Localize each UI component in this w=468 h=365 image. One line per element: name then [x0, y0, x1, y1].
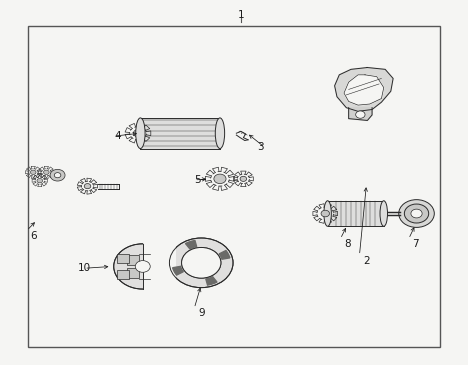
Text: 2: 2	[363, 255, 370, 265]
Circle shape	[182, 247, 221, 278]
Bar	[143, 242, 176, 291]
Polygon shape	[349, 108, 372, 120]
Circle shape	[44, 170, 49, 174]
Text: 4: 4	[114, 131, 121, 141]
Circle shape	[114, 244, 172, 289]
Text: 7: 7	[412, 239, 419, 249]
Ellipse shape	[215, 118, 225, 149]
Circle shape	[30, 170, 36, 174]
Circle shape	[321, 210, 329, 217]
Text: 3: 3	[257, 142, 264, 152]
Polygon shape	[335, 68, 393, 111]
Circle shape	[214, 174, 226, 184]
Text: 8: 8	[344, 239, 351, 249]
Ellipse shape	[136, 118, 145, 149]
Circle shape	[135, 261, 150, 272]
Bar	[140, 118, 220, 149]
Bar	[127, 255, 139, 265]
Ellipse shape	[380, 201, 388, 226]
Bar	[328, 201, 384, 226]
Ellipse shape	[324, 201, 331, 226]
Circle shape	[404, 204, 429, 223]
Bar	[117, 254, 129, 263]
Polygon shape	[219, 250, 230, 259]
Polygon shape	[173, 266, 183, 275]
Text: 5: 5	[195, 175, 201, 185]
Circle shape	[399, 200, 434, 227]
Circle shape	[54, 173, 61, 178]
Bar	[117, 270, 129, 279]
Circle shape	[240, 176, 247, 181]
Bar	[127, 268, 139, 278]
Text: 9: 9	[198, 308, 205, 318]
Text: 1: 1	[238, 10, 244, 20]
Polygon shape	[206, 277, 217, 285]
Circle shape	[169, 238, 233, 288]
Text: 6: 6	[30, 231, 37, 241]
Circle shape	[37, 178, 43, 183]
Circle shape	[84, 184, 91, 189]
Circle shape	[50, 169, 65, 181]
Circle shape	[182, 247, 221, 278]
Polygon shape	[185, 241, 197, 249]
Circle shape	[411, 209, 422, 218]
Circle shape	[133, 130, 143, 137]
Bar	[28, 26, 440, 347]
Text: 10: 10	[78, 263, 91, 273]
Circle shape	[356, 111, 365, 118]
Polygon shape	[344, 75, 384, 105]
